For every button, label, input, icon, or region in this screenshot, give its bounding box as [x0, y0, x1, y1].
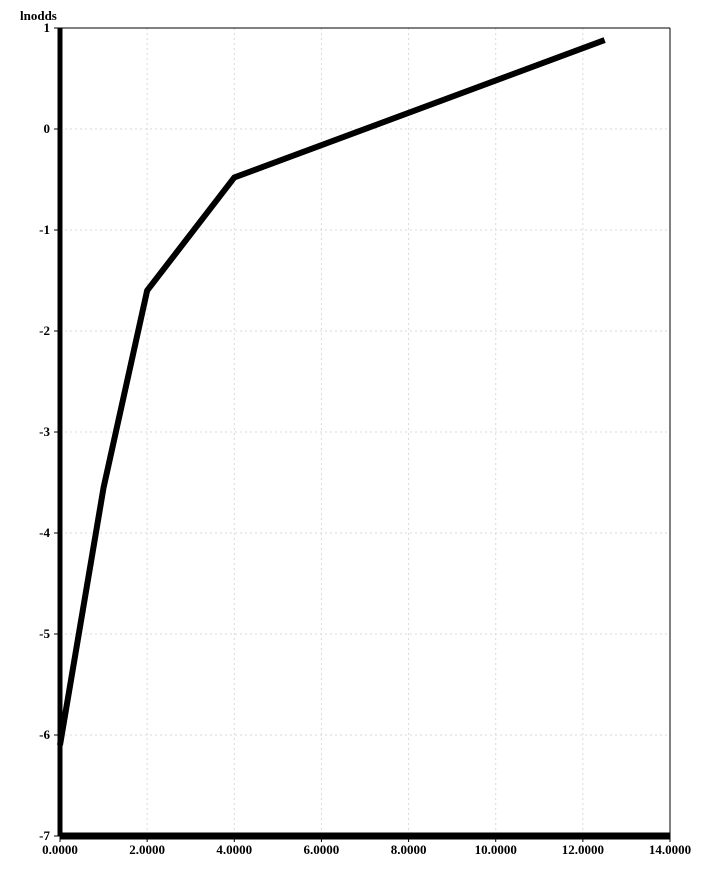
x-tick-label: 4.0000	[216, 842, 252, 858]
line-chart	[0, 0, 704, 872]
x-tick-label: 6.0000	[304, 842, 340, 858]
y-tick-label: -1	[39, 222, 50, 238]
x-tick-label: 0.0000	[42, 842, 78, 858]
y-tick-label: 1	[44, 20, 51, 36]
y-tick-label: -4	[39, 525, 50, 541]
y-tick-label: -3	[39, 424, 50, 440]
x-tick-label: 2.0000	[129, 842, 165, 858]
x-tick-label: 8.0000	[391, 842, 427, 858]
y-tick-label: -5	[39, 626, 50, 642]
y-tick-label: -6	[39, 727, 50, 743]
x-tick-label: 10.0000	[475, 842, 517, 858]
y-tick-label: -2	[39, 323, 50, 339]
y-tick-label: 0	[44, 121, 51, 137]
chart-container: lnodds -7-6-5-4-3-2-1010.00002.00004.000…	[0, 0, 704, 872]
x-tick-label: 12.0000	[562, 842, 604, 858]
x-tick-label: 14.0000	[649, 842, 691, 858]
